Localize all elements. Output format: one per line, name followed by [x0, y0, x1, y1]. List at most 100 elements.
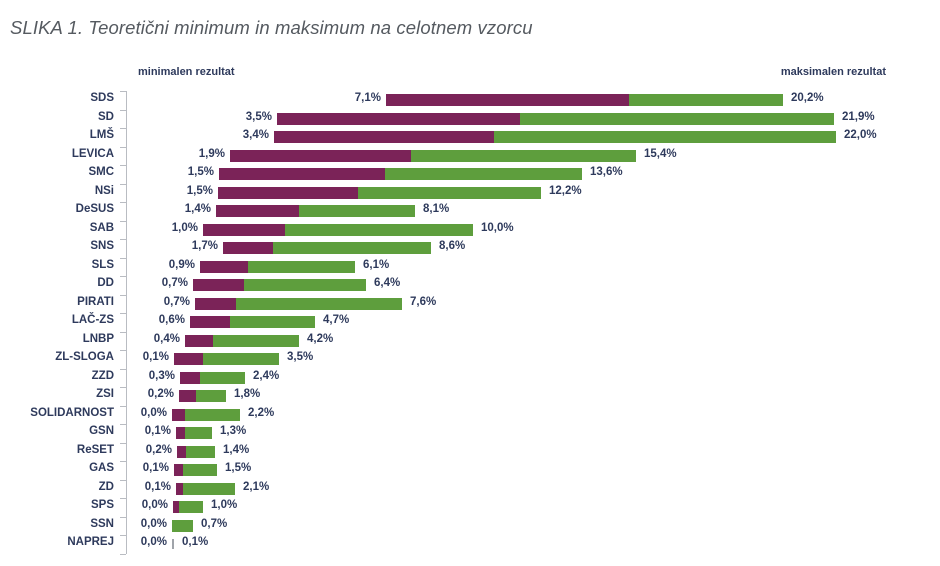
max-value-label: 2,4%: [253, 370, 280, 382]
min-value-label: 7,1%: [354, 92, 381, 104]
max-bar: [186, 446, 215, 458]
max-bar: [236, 298, 402, 310]
axis-tick: [120, 110, 126, 111]
max-bar: [520, 113, 834, 125]
figure-title: SLIKA 1. Teoretični minimum in maksimum …: [10, 17, 533, 38]
axis-tick: [120, 406, 126, 407]
chart-row: DeSUS 1,4% 8,1%: [0, 202, 940, 220]
min-value-label: 0,7%: [161, 277, 188, 289]
max-value-label: 1,0%: [211, 499, 238, 511]
axis-tick: [120, 202, 126, 203]
axis-tick: [120, 276, 126, 277]
max-bar: [230, 316, 315, 328]
axis-tick: [120, 461, 126, 462]
max-bar: [244, 279, 366, 291]
max-value-label: 6,4%: [374, 277, 401, 289]
chart-row: ReSET 0,2% 1,4%: [0, 443, 940, 461]
min-value-label: 1,5%: [187, 166, 214, 178]
chart-row: SSN 0,0% 0,7%: [0, 517, 940, 535]
max-value-label: 2,1%: [243, 481, 270, 493]
category-label: ZZD: [91, 370, 114, 382]
max-bar: [200, 372, 245, 384]
category-label: SOLIDARNOST: [30, 407, 114, 419]
category-label: LEVICA: [71, 148, 114, 160]
chart-row: LMŠ 3,4% 22,0%: [0, 128, 940, 146]
min-bar: [193, 279, 244, 291]
min-value-label: 1,5%: [186, 185, 213, 197]
max-value-label: 4,7%: [323, 314, 350, 326]
axis-tick: [120, 535, 126, 536]
category-label: NAPREJ: [67, 536, 114, 548]
min-bar: [230, 150, 411, 162]
min-value-label: 1,4%: [184, 203, 211, 215]
min-value-label: 0,2%: [145, 444, 172, 456]
max-value-label: 8,6%: [439, 240, 466, 252]
category-label: ZD: [98, 481, 114, 493]
max-bar: [203, 353, 279, 365]
max-bar: [185, 409, 240, 421]
max-value-label: 4,2%: [307, 333, 334, 345]
axis-tick: [120, 128, 126, 129]
max-value-label: 21,9%: [842, 111, 875, 123]
axis-tick: [120, 517, 126, 518]
min-value-label: 0,6%: [158, 314, 185, 326]
min-bar: [180, 372, 200, 384]
chart-row: SD 3,5% 21,9%: [0, 110, 940, 128]
chart-row: NAPREJ 0,0% 0,1%: [0, 535, 940, 553]
min-bar: [174, 353, 203, 365]
min-value-label: 0,0%: [140, 536, 167, 548]
chart-row: LNBP 0,4% 4,2%: [0, 332, 940, 350]
chart-row: SOLIDARNOST 0,0% 2,2%: [0, 406, 940, 424]
category-label: SSN: [90, 518, 114, 530]
category-label: LMŠ: [89, 129, 114, 141]
chart-row: SDS 7,1% 20,2%: [0, 91, 940, 109]
header-min-result: minimalen rezultat: [138, 66, 235, 78]
chart-row: SAB 1,0% 10,0%: [0, 221, 940, 239]
min-bar: [277, 113, 520, 125]
category-axis: [126, 91, 127, 554]
min-bar: [177, 446, 186, 458]
min-bar: [176, 427, 185, 439]
header-max-result: maksimalen rezultat: [780, 66, 886, 78]
category-label: PIRATI: [77, 296, 114, 308]
chart-row: ZZD 0,3% 2,4%: [0, 369, 940, 387]
min-value-label: 0,1%: [144, 425, 171, 437]
max-value-label: 6,1%: [363, 259, 390, 271]
min-bar: [174, 464, 183, 476]
chart-row: GAS 0,1% 1,5%: [0, 461, 940, 479]
max-bar: [185, 427, 212, 439]
min-value-label: 1,7%: [191, 240, 218, 252]
axis-tick: [120, 387, 126, 388]
min-bar: [203, 224, 285, 236]
axis-tick: [120, 424, 126, 425]
max-bar: [411, 150, 636, 162]
category-label: SAB: [89, 222, 114, 234]
min-bar: [195, 298, 236, 310]
max-value-label: 1,3%: [220, 425, 247, 437]
min-bar: [179, 390, 196, 402]
min-value-label: 0,7%: [163, 296, 190, 308]
max-bar: [172, 539, 174, 549]
axis-tick: [120, 332, 126, 333]
chart-row: LAČ-ZS 0,6% 4,7%: [0, 313, 940, 331]
min-bar: [274, 131, 494, 143]
chart-row: SLS 0,9% 6,1%: [0, 258, 940, 276]
axis-tick: [120, 498, 126, 499]
category-label: LNBP: [82, 333, 114, 345]
min-bar: [386, 94, 629, 106]
min-value-label: 0,0%: [140, 407, 167, 419]
chart-row: ZSI 0,2% 1,8%: [0, 387, 940, 405]
max-value-label: 8,1%: [423, 203, 450, 215]
chart-row: SMC 1,5% 13,6%: [0, 165, 940, 183]
axis-tick: [120, 258, 126, 259]
max-bar: [248, 261, 355, 273]
category-label: DD: [97, 277, 114, 289]
max-bar: [285, 224, 473, 236]
max-value-label: 20,2%: [791, 92, 824, 104]
max-value-label: 1,5%: [225, 462, 252, 474]
category-label: ZL-SLOGA: [55, 351, 114, 363]
max-bar: [629, 94, 783, 106]
max-bar: [358, 187, 541, 199]
min-bar: [223, 242, 273, 254]
max-value-label: 22,0%: [844, 129, 877, 141]
